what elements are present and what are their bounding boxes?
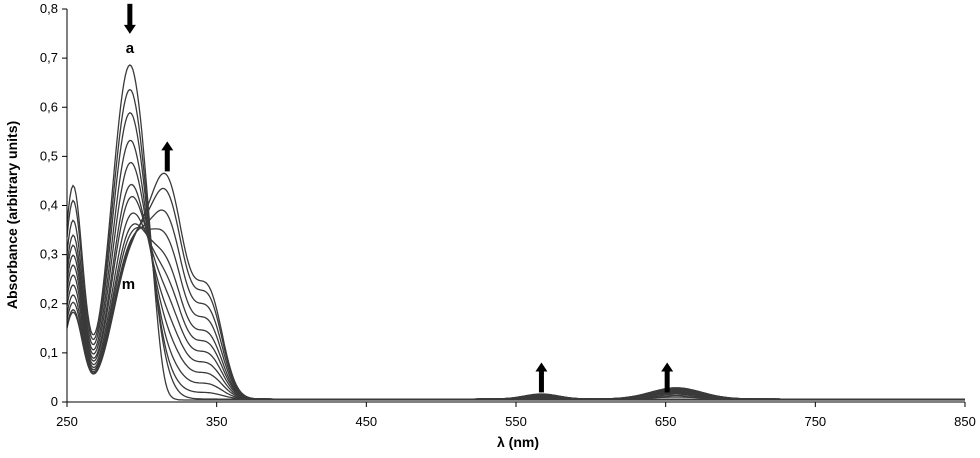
- spectrum-trace: [66, 88, 965, 400]
- spectrum-trace: [66, 187, 965, 400]
- curve-label: a: [126, 40, 135, 57]
- spectrum-trace: [66, 212, 965, 400]
- y-tick-label: 0,6: [40, 99, 58, 114]
- curve-label: m: [122, 276, 135, 293]
- y-tick-label: 0,4: [40, 198, 58, 213]
- spectrum-trace: [66, 112, 965, 400]
- spectrum-trace: [66, 139, 965, 400]
- arrow-up-icon: [661, 362, 674, 393]
- spectrum-trace: [66, 64, 965, 401]
- x-tick-label: 850: [954, 414, 976, 429]
- y-tick-label: 0,2: [40, 296, 58, 311]
- spectrum-trace: [66, 209, 965, 400]
- y-tick-label: 0,7: [40, 50, 58, 65]
- y-axis-title: Absorbance (arbitrary units): [4, 121, 20, 309]
- arrow-up-icon: [535, 362, 548, 393]
- y-tick-label: 0,1: [40, 345, 58, 360]
- y-tick-label: 0,8: [40, 1, 58, 16]
- curves-group: [66, 64, 965, 401]
- x-tick-label: 750: [804, 414, 826, 429]
- y-tick-label: 0,3: [40, 247, 58, 262]
- spectrum-trace: [66, 172, 965, 400]
- y-tick-label: 0: [51, 394, 58, 409]
- spectrum-trace: [66, 195, 965, 400]
- spectrum-trace: [66, 183, 965, 400]
- y-ticks: 0 0,1 0,2 0,3 0,4 0,5 0,6 0,7 0,8: [40, 1, 67, 409]
- x-axis-title: λ (nm): [497, 434, 539, 450]
- x-tick-label: 250: [56, 414, 78, 429]
- markers-group: am: [122, 3, 674, 393]
- arrow-down-icon: [123, 3, 136, 34]
- x-ticks: 250 350 450 550 650 750 850: [56, 402, 976, 429]
- x-tick-label: 350: [206, 414, 228, 429]
- x-tick-label: 550: [505, 414, 527, 429]
- spectrum-trace: [66, 226, 965, 400]
- axes-group: [66, 9, 965, 403]
- x-tick-label: 650: [655, 414, 677, 429]
- y-tick-label: 0,5: [40, 148, 58, 163]
- x-tick-label: 450: [355, 414, 377, 429]
- arrow-up-icon: [161, 141, 174, 172]
